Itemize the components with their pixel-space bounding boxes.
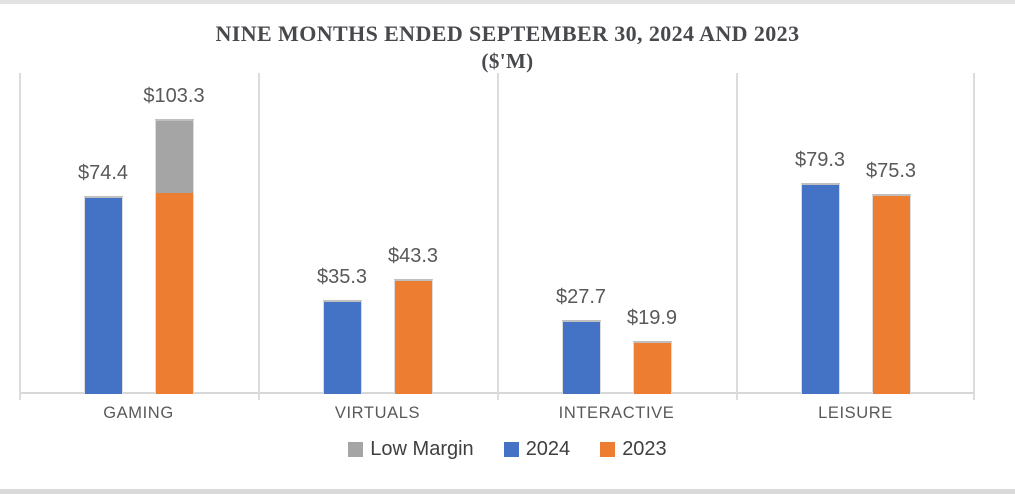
category-label-gaming: GAMING bbox=[103, 404, 174, 422]
category-label-interactive: INTERACTIVE bbox=[558, 404, 675, 422]
data-label-2024-interactive: $27.7 bbox=[555, 286, 607, 308]
window-top-border bbox=[0, 0, 1015, 4]
legend-item-low-margin[interactable]: Low Margin bbox=[348, 438, 474, 461]
bar-segment-2023 bbox=[873, 196, 910, 394]
bar-2024-gaming[interactable] bbox=[84, 196, 123, 394]
bar-2024-virtuals[interactable] bbox=[323, 300, 362, 394]
panel-gridline bbox=[736, 73, 738, 400]
legend-item-2023[interactable]: 2023 bbox=[600, 438, 667, 461]
bar-segment-2023 bbox=[395, 281, 432, 394]
data-label-2024-virtuals: $35.3 bbox=[316, 266, 368, 288]
chart-title-line1: NINE MONTHS ENDED SEPTEMBER 30, 2024 AND… bbox=[215, 21, 800, 46]
legend-label-2024: 2024 bbox=[525, 438, 571, 460]
window-bottom-border bbox=[0, 489, 1015, 494]
data-label-2024-leisure: $79.3 bbox=[794, 149, 846, 171]
legend-swatch-2024-icon bbox=[503, 442, 519, 457]
legend-item-2024[interactable]: 2024 bbox=[503, 438, 571, 461]
category-label-leisure: LEISURE bbox=[818, 404, 893, 422]
bar-segment-low-margin bbox=[156, 121, 193, 194]
data-label-2023-leisure: $75.3 bbox=[865, 160, 917, 182]
bar-2024-leisure[interactable] bbox=[801, 183, 840, 394]
category-axis: GAMING VIRTUALS INTERACTIVE LEISURE bbox=[19, 404, 975, 423]
chart-subtitle: ($'M) bbox=[481, 48, 534, 73]
chart-title: NINE MONTHS ENDED SEPTEMBER 30, 2024 AND… bbox=[0, 20, 1015, 74]
data-label-2023-virtuals: $43.3 bbox=[387, 245, 439, 267]
panel-gridline bbox=[973, 73, 975, 400]
legend-swatch-2023-icon bbox=[600, 442, 616, 457]
panel-gridline bbox=[497, 73, 499, 400]
data-label-2023-gaming: $103.3 bbox=[143, 85, 205, 107]
bar-segment-2023 bbox=[634, 343, 671, 394]
data-label-2023-interactive: $19.9 bbox=[626, 307, 678, 329]
bar-2023-leisure[interactable] bbox=[872, 194, 911, 394]
bar-segment-2024 bbox=[802, 185, 839, 394]
bar-2023-gaming[interactable] bbox=[155, 119, 194, 394]
legend-label-2023: 2023 bbox=[622, 438, 667, 460]
category-label-virtuals: VIRTUALS bbox=[334, 404, 421, 422]
bar-2023-virtuals[interactable] bbox=[394, 279, 433, 394]
panel-gridline bbox=[19, 73, 21, 400]
legend-label-low-margin: Low Margin bbox=[370, 438, 474, 460]
bar-segment-2024 bbox=[563, 322, 600, 394]
bar-2024-interactive[interactable] bbox=[562, 320, 601, 394]
legend: Low Margin 2024 2023 bbox=[0, 438, 1015, 461]
bar-segment-2023 bbox=[156, 193, 193, 394]
bar-2023-interactive[interactable] bbox=[633, 341, 672, 394]
bar-segment-2024 bbox=[85, 198, 122, 394]
data-label-2024-gaming: $74.4 bbox=[77, 162, 129, 184]
plot-area: $74.4 $103.3 $35.3 $43.3 $27.7 $19.9 $79.3 $75.… bbox=[19, 73, 975, 400]
bar-segment-2024 bbox=[324, 302, 361, 394]
panel-gridline bbox=[258, 73, 260, 400]
legend-swatch-low-margin-icon bbox=[348, 442, 364, 457]
